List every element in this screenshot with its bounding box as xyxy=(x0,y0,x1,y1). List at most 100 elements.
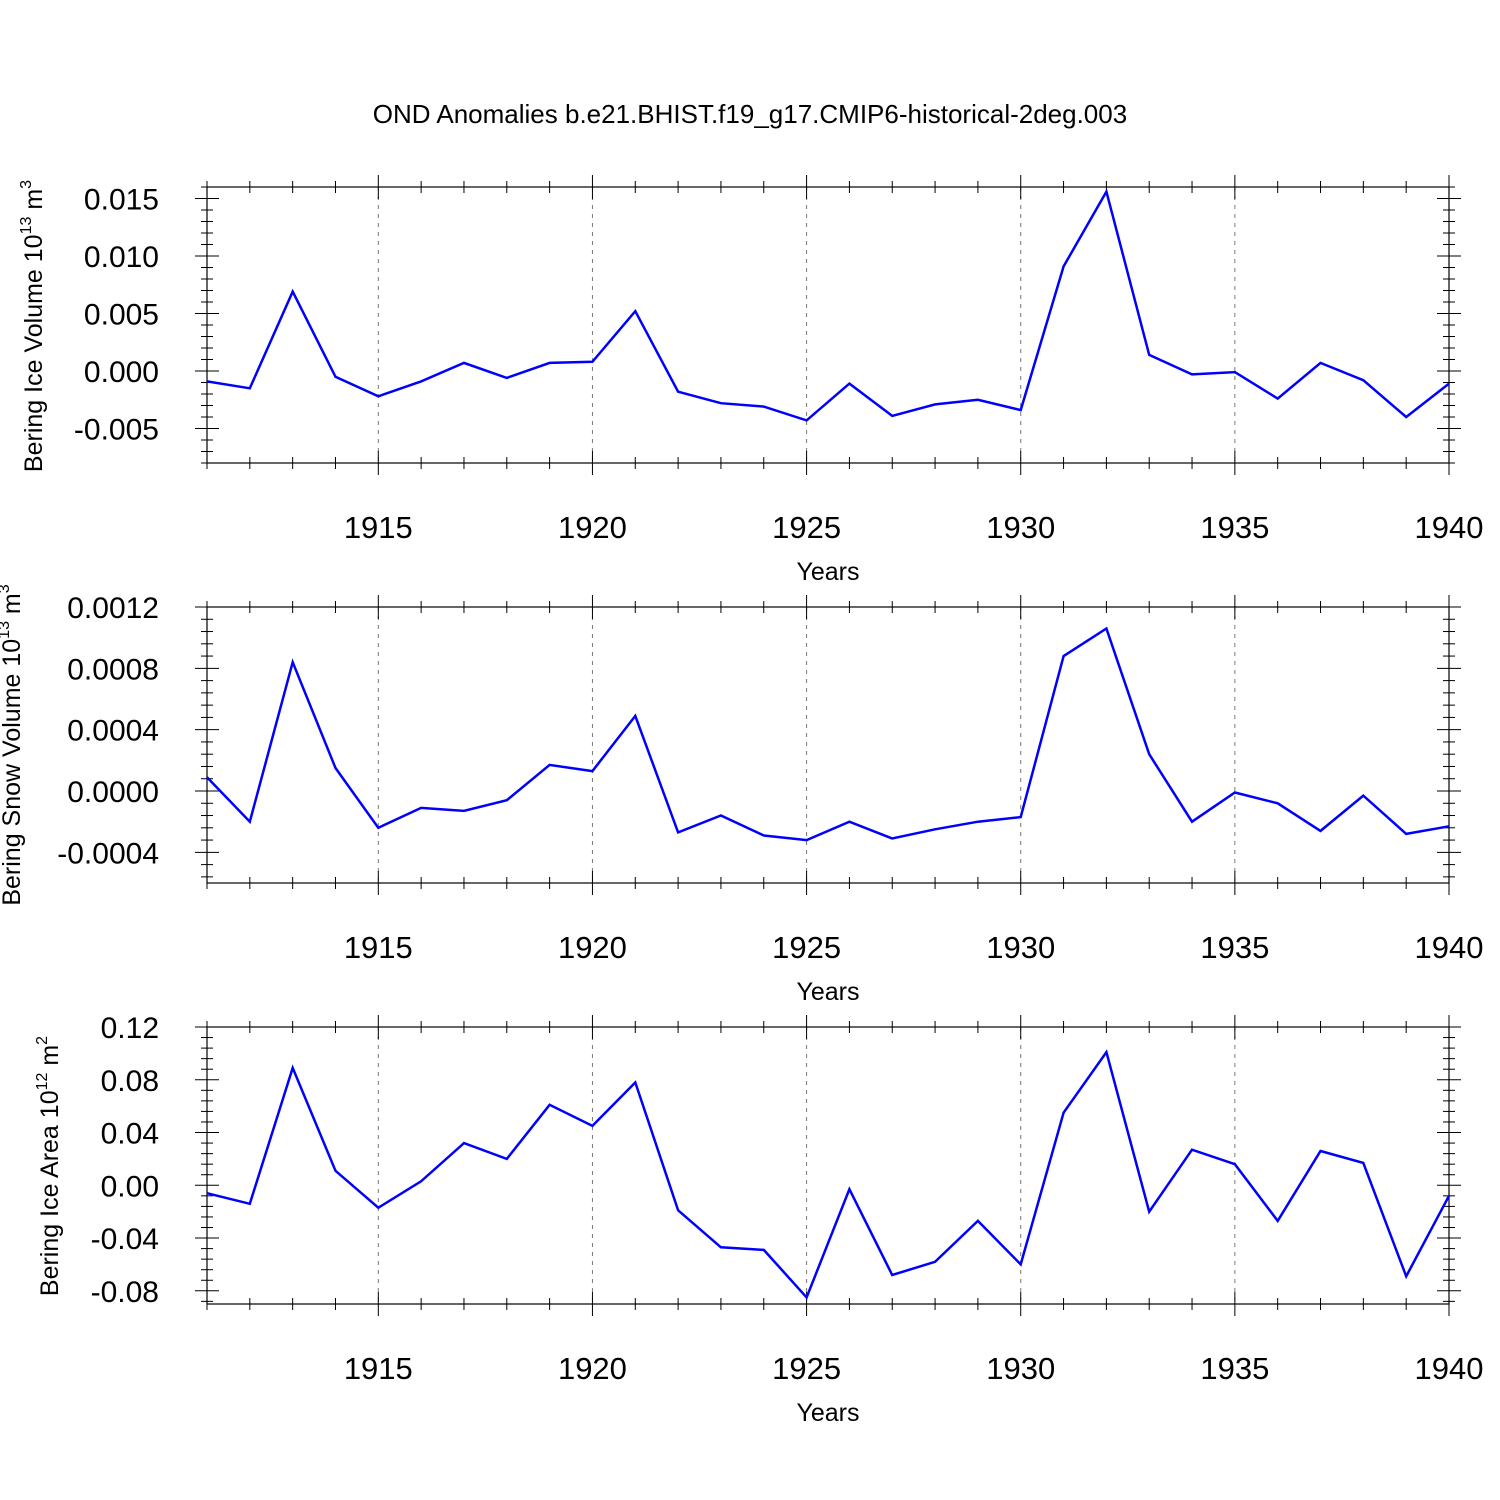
panel-3: -0.08 -0.04 0.00 0.04 0.08 0.12 1915 1920 1925 19… xyxy=(34,1012,1483,1427)
data-point xyxy=(1190,820,1194,824)
y-label-exponent: 13 xyxy=(18,217,35,235)
data-point xyxy=(376,826,380,830)
y-tick-label: 0.005 xyxy=(84,299,159,332)
data-point xyxy=(419,806,423,810)
data-point xyxy=(762,1248,766,1252)
y-axis-label: Bering Ice Volume 1013 m3 xyxy=(18,180,48,472)
data-point xyxy=(505,376,509,380)
plot-frame xyxy=(206,606,1450,884)
data-point xyxy=(976,1219,980,1223)
data-point xyxy=(633,309,637,313)
data-point xyxy=(933,402,937,406)
data-point xyxy=(933,1260,937,1264)
data-point xyxy=(248,386,252,390)
data-point xyxy=(676,1208,680,1212)
data-point xyxy=(1276,1219,1280,1223)
data-point xyxy=(1062,1111,1066,1115)
series-line xyxy=(206,188,1450,422)
data-point xyxy=(505,798,509,802)
data-point xyxy=(590,769,594,773)
data-point xyxy=(248,820,252,824)
data-point xyxy=(1104,190,1108,194)
data-point xyxy=(1276,397,1280,401)
data-point xyxy=(462,809,466,813)
x-tick-label: 1915 xyxy=(344,1351,413,1386)
data-point xyxy=(1147,1210,1151,1214)
data-point xyxy=(333,766,337,770)
data-point xyxy=(1276,801,1280,805)
data-point xyxy=(805,418,809,422)
y-label-unit-exponent: 3 xyxy=(0,584,13,593)
x-tick-label: 1935 xyxy=(1200,930,1269,965)
data-point xyxy=(291,1066,295,1070)
data-point xyxy=(1319,829,1323,833)
y-tick-label: 0.00 xyxy=(101,1170,159,1203)
data-point xyxy=(1319,1149,1323,1153)
y-label-unit-exponent: 2 xyxy=(34,1036,51,1045)
panel-1: -0.005 0.000 0.005 0.010 0.015 1915 1920 1925 19… xyxy=(18,175,1483,586)
data-point xyxy=(805,1295,809,1299)
x-tick-label: 1930 xyxy=(986,510,1055,545)
data-point xyxy=(762,405,766,409)
x-tick-label: 1930 xyxy=(986,1351,1055,1386)
plot-frame xyxy=(206,186,1450,464)
data-point xyxy=(1361,794,1365,798)
series-line xyxy=(206,1049,1451,1300)
data-point xyxy=(1361,378,1365,382)
data-point xyxy=(1233,1162,1237,1166)
y-label-main: Bering Ice Area 10 xyxy=(36,1090,64,1296)
chart-title: OND Anomalies b.e21.BHIST.f19_g17.CMIP6-… xyxy=(373,99,1127,129)
x-tick-label: 1940 xyxy=(1415,1351,1484,1386)
data-point xyxy=(205,379,209,383)
data-point xyxy=(1190,372,1194,376)
y-tick-label: 0.08 xyxy=(101,1065,159,1098)
x-tick-label: 1920 xyxy=(558,510,627,545)
data-point xyxy=(890,837,894,841)
data-point xyxy=(976,398,980,402)
data-point xyxy=(419,1179,423,1183)
data-point xyxy=(805,838,809,842)
y-tick-label: 0.0012 xyxy=(67,592,159,625)
y-label-unit: m xyxy=(0,593,26,621)
data-point xyxy=(719,401,723,405)
data-point xyxy=(205,1191,209,1195)
data-point xyxy=(676,830,680,834)
data-point xyxy=(1062,264,1066,268)
data-point xyxy=(1233,370,1237,374)
x-tick-label: 1925 xyxy=(772,930,841,965)
y-label-unit: m xyxy=(20,189,48,217)
data-point xyxy=(291,290,295,294)
y-label-main: Bering Snow Volume 10 xyxy=(0,639,26,906)
data-point xyxy=(1404,1274,1408,1278)
x-axis-label: Years xyxy=(796,978,859,1006)
y-axis-label: Bering Snow Volume 1013 m3 xyxy=(0,584,26,905)
x-axis-label: Years xyxy=(796,558,859,586)
data-point xyxy=(1147,353,1151,357)
y-tick-label: 0.0008 xyxy=(67,653,159,686)
plot-frame xyxy=(206,1026,1450,1305)
x-axis-label: Years xyxy=(796,1399,859,1427)
data-point xyxy=(890,1273,894,1277)
data-point xyxy=(676,390,680,394)
data-point xyxy=(890,414,894,418)
data-point xyxy=(1404,415,1408,419)
x-tick-label: 1935 xyxy=(1200,510,1269,545)
data-point xyxy=(1019,1262,1023,1266)
y-label-unit: m xyxy=(36,1045,64,1073)
data-point xyxy=(590,1124,594,1128)
data-point xyxy=(719,814,723,818)
data-point xyxy=(291,660,295,664)
data-point xyxy=(548,1103,552,1107)
data-point xyxy=(847,1187,851,1191)
data-point xyxy=(1019,815,1023,819)
data-point xyxy=(1190,1148,1194,1152)
data-point xyxy=(633,714,637,718)
data-point xyxy=(462,1141,466,1145)
y-tick-label: 0.12 xyxy=(101,1012,159,1045)
y-label-exponent: 13 xyxy=(0,621,13,639)
data-point xyxy=(1233,791,1237,795)
panels: -0.005 0.000 0.005 0.010 0.015 1915 1920 1925 19… xyxy=(0,175,1483,1427)
data-point xyxy=(847,382,851,386)
y-tick-label: -0.005 xyxy=(74,414,159,447)
